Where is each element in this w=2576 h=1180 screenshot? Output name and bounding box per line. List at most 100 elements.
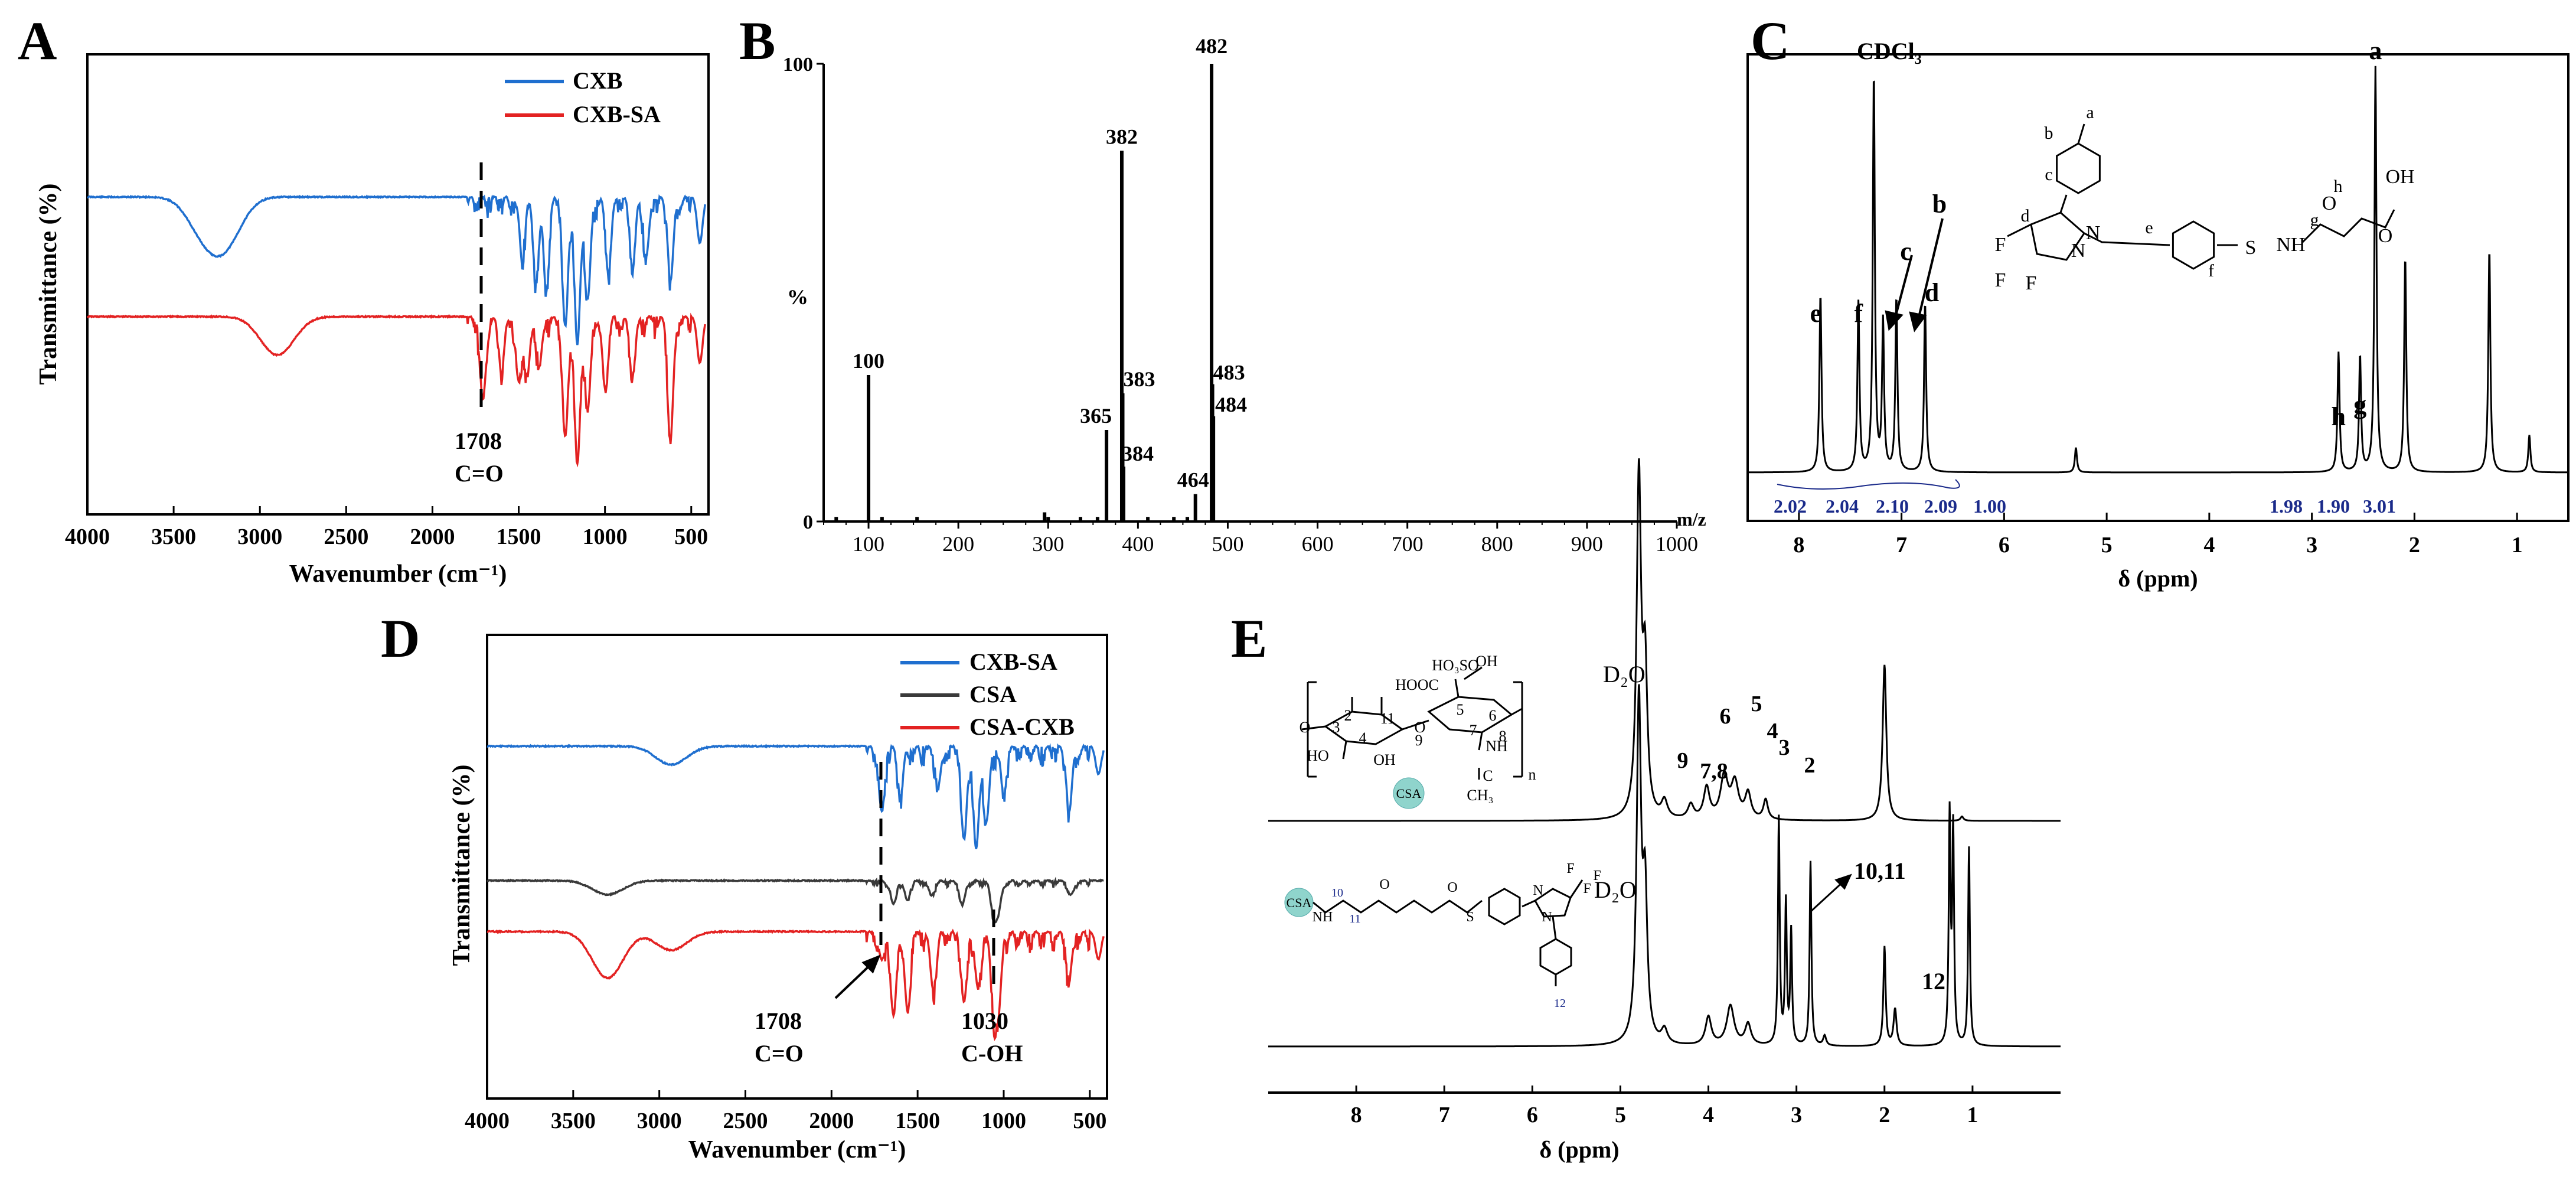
panel-b-ytick-label-100: 100 bbox=[783, 54, 813, 76]
panel-a-tick-label-4000: 4000 bbox=[65, 524, 110, 549]
panel-d-x-axis: 4000 3500 3000 2500 2000 1500 1000 500 bbox=[465, 1090, 1106, 1133]
panel-a-tick-label-500: 500 bbox=[674, 524, 708, 549]
panel-e-csa-bead bbox=[1393, 777, 1425, 809]
panel-d-y-label: Transmittance (%) bbox=[448, 765, 475, 966]
panel-c-benzene-right bbox=[2172, 220, 2215, 270]
panel-c-arrow-b-head bbox=[1909, 311, 1927, 333]
panel-b-bars bbox=[834, 64, 1216, 521]
panel-a-x-label: Wavenumber (cm⁻¹) bbox=[289, 560, 507, 588]
panel-d-frame bbox=[486, 634, 1108, 1100]
panel-d-arrow-line bbox=[834, 961, 874, 999]
panel-c-integral-5: 1.98 bbox=[2270, 496, 2303, 517]
panel-e-structure-label-19: 8 bbox=[1499, 728, 1507, 745]
panel-c-structure: a b c d e f gh OH O O NH S FF F NN bbox=[1995, 103, 2415, 294]
legend-label-cxb-sa: CXB-SA bbox=[969, 648, 1057, 675]
panel-label-c: C bbox=[1751, 11, 1790, 71]
panel-e-structure-label-18: 7 bbox=[1470, 722, 1477, 739]
panel-d-annotation-co: C=O bbox=[755, 1040, 804, 1067]
panel-c-structure-d: d bbox=[2021, 206, 2030, 226]
panel-c-structure-O: O bbox=[2378, 225, 2393, 247]
panel-e-conj-label-10: S bbox=[1466, 910, 1474, 925]
panel-d: 4000 3500 3000 2500 2000 1500 1000 500 CXB-SA C… bbox=[448, 634, 1108, 1163]
panel-c-tick-label-3: 3 bbox=[2306, 533, 2317, 558]
panel-e-label-12: 12 bbox=[1922, 968, 1945, 995]
panel-e-structure-label-6: C bbox=[1483, 767, 1493, 784]
panel-c-spectrum bbox=[1748, 66, 2568, 474]
panel-b-bar-label-100: 100 bbox=[853, 349, 884, 373]
panel-e-structure-label-8: n bbox=[1529, 766, 1536, 783]
panel-e-spectrum-bottom bbox=[1268, 684, 2061, 1048]
panel-e-conj-label-5: F bbox=[1593, 868, 1601, 884]
panel-c-peak-label-h: h bbox=[2332, 402, 2346, 431]
panel-a-y-label: Transmittance (%) bbox=[35, 184, 62, 385]
panel-label-a: A bbox=[18, 11, 57, 71]
panel-e-tick-label-1: 1 bbox=[1967, 1103, 1978, 1127]
panel-c-arrow-c-head bbox=[1885, 310, 1904, 331]
panel-e-conj-label-4: F bbox=[1566, 861, 1574, 876]
panel-c-structure-OH: OH bbox=[2385, 166, 2414, 188]
panel-e-conj-label-11: O bbox=[1447, 880, 1457, 895]
legend-label-cxb: CXB bbox=[573, 67, 622, 94]
panel-e-top-label-9: 9 bbox=[1677, 748, 1689, 773]
panel-d-tick-label-500: 500 bbox=[1073, 1109, 1106, 1133]
panel-e-conj-label-1: 10 bbox=[1331, 886, 1343, 899]
panel-e-tick-label-3: 3 bbox=[1791, 1103, 1802, 1127]
panel-c-peak-label-g: g bbox=[2353, 390, 2366, 419]
panel-c-integral-6: 1.90 bbox=[2317, 496, 2350, 517]
panel-b-bar-label-384: 384 bbox=[1122, 442, 1154, 465]
panel-c-arrow-c bbox=[1893, 255, 1913, 322]
panel-c-bonds bbox=[2007, 123, 2395, 246]
panel-c-structure-F: F bbox=[1995, 234, 2006, 256]
panel-c-benzene-top bbox=[2056, 142, 2101, 194]
panel-c-tick-label-7: 7 bbox=[1896, 533, 1907, 558]
panel-e-conj-label-2: 11 bbox=[1349, 912, 1360, 925]
panel-d-tick-label-4000: 4000 bbox=[465, 1109, 510, 1133]
panel-c-structure-e: e bbox=[2145, 218, 2153, 237]
panel-a-annotation-value: 1708 bbox=[455, 428, 502, 454]
panel-c-structure-a: a bbox=[2086, 103, 2094, 122]
panel-e-conj-label-9: NH bbox=[1313, 910, 1333, 925]
panel-e-conj-label-3: 12 bbox=[1554, 997, 1566, 1010]
panel-d-tick-label-1500: 1500 bbox=[895, 1109, 940, 1133]
panel-c-structure-b: b bbox=[2045, 123, 2053, 143]
panel-a-annotation-group: C=O bbox=[455, 460, 504, 487]
panel-e-structure-label-5: NH bbox=[1485, 738, 1508, 755]
panel-label-b: B bbox=[739, 11, 775, 71]
panel-e-arrow bbox=[1808, 873, 1852, 914]
panel-d-arrow bbox=[834, 954, 881, 999]
panel-e-top-label-5: 5 bbox=[1751, 692, 1762, 716]
panel-a-tick-label-1500: 1500 bbox=[497, 524, 541, 549]
panel-e-structure-label-0: HOOC bbox=[1395, 676, 1439, 693]
panel-e-top-label-2: 2 bbox=[1804, 753, 1816, 778]
panel-b-tick-label-200: 200 bbox=[942, 532, 974, 556]
panel-e-conj-label-6: F bbox=[1583, 881, 1591, 897]
panel-d-annotation-1030: 1030 bbox=[961, 1008, 1008, 1034]
panel-e-conj-label-7: N bbox=[1533, 883, 1543, 898]
panel-b-bar-label-382: 382 bbox=[1106, 125, 1138, 148]
panel-c-structure-O: O bbox=[2322, 193, 2337, 214]
panel-e-conj-chain bbox=[1313, 899, 1483, 914]
panel-d-tick-label-3500: 3500 bbox=[551, 1109, 596, 1133]
panel-e-top-label-3: 3 bbox=[1779, 735, 1790, 760]
panel-c-integrals: 2.02 2.04 2.10 2.09 1.00 1.98 1.90 3.01 bbox=[1774, 479, 2396, 517]
panel-b-tick-label-500: 500 bbox=[1212, 532, 1243, 556]
panel-e-top-label-6: 6 bbox=[1720, 704, 1731, 729]
panel-c-arrow-b bbox=[1917, 218, 1944, 322]
panel-e-conj-benzene-2 bbox=[1539, 938, 1572, 976]
panel-b-bar-label-483: 483 bbox=[1213, 361, 1245, 384]
panel-c-tick-label-1: 1 bbox=[2512, 533, 2523, 558]
panel-a-x-axis: 4000 3500 3000 2500 2000 1500 1000 500 bbox=[65, 506, 708, 549]
panel-b-bar-label-482: 482 bbox=[1196, 34, 1227, 58]
panel-c-integral-3: 2.09 bbox=[1924, 496, 1957, 517]
panel-a-tick-label-3000: 3000 bbox=[237, 524, 282, 549]
panel-c-structure-F: F bbox=[2026, 272, 2037, 294]
panel-e-top-label-4: 4 bbox=[1767, 719, 1778, 744]
panel-c-structure-F: F bbox=[1995, 269, 2006, 291]
panel-a-tick-label-2500: 2500 bbox=[324, 524, 368, 549]
